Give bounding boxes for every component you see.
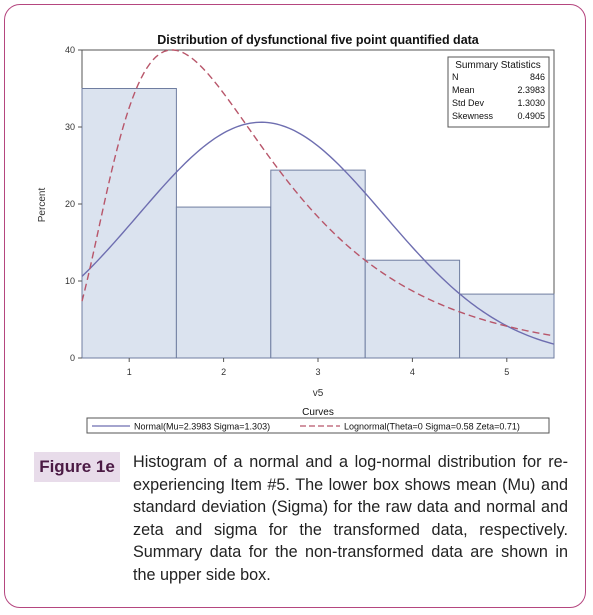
histogram-bar-4 xyxy=(364,259,461,359)
y-tick-label: 10 xyxy=(65,276,75,286)
summary-value-stddev: 1.3030 xyxy=(517,98,545,108)
x-tick-label: 3 xyxy=(315,367,320,377)
summary-label-stddev: Std Dev xyxy=(452,98,485,108)
legend-title: Curves xyxy=(302,407,334,418)
density-curves xyxy=(81,49,555,345)
summary-statistics-box: Summary Statistics N 846 Mean 2.3983 Std… xyxy=(447,56,550,128)
summary-label-mean: Mean xyxy=(452,85,475,95)
summary-label-skewness: Skewness xyxy=(452,111,494,121)
x-tick-label: 5 xyxy=(504,367,509,377)
histogram-bar-2 xyxy=(175,206,272,359)
y-tick-label: 40 xyxy=(65,45,75,55)
x-axis: 1 2 3 4 5 xyxy=(127,358,509,377)
figure-label: Figure 1e xyxy=(34,452,120,482)
x-tick-label: 4 xyxy=(410,367,415,377)
histogram-bar-1 xyxy=(81,88,177,359)
legend-normal-label: Normal(Mu=2.3983 Sigma=1.303) xyxy=(134,422,270,432)
figure-caption: Histogram of a normal and a log-normal d… xyxy=(133,453,568,584)
y-tick-label: 0 xyxy=(70,353,75,363)
y-tick-label: 30 xyxy=(65,122,75,132)
histogram-chart: Distribution of dysfunctional five point… xyxy=(37,33,555,434)
curves-legend: Curves Normal(Mu=2.3983 Sigma=1.303) Log… xyxy=(86,407,550,434)
chart-title: Distribution of dysfunctional five point… xyxy=(157,33,480,47)
y-tick-label: 20 xyxy=(65,199,75,209)
lognormal-curve xyxy=(81,49,555,337)
x-tick-label: 2 xyxy=(221,367,226,377)
x-tick-label: 1 xyxy=(127,367,132,377)
summary-value-mean: 2.3983 xyxy=(517,85,545,95)
summary-title: Summary Statistics xyxy=(455,60,541,71)
summary-label-n: N xyxy=(452,72,459,82)
y-axis-label: Percent xyxy=(37,188,48,223)
histogram-bar-3 xyxy=(270,169,366,359)
histogram-bars xyxy=(81,88,555,359)
legend-lognormal-label: Lognormal(Theta=0 Sigma=0.58 Zeta=0.71) xyxy=(344,422,520,432)
summary-value-skewness: 0.4905 xyxy=(517,111,545,121)
summary-value-n: 846 xyxy=(530,72,545,82)
normal-curve xyxy=(81,121,555,345)
x-axis-label: v5 xyxy=(313,388,324,399)
y-axis: 0 10 20 30 40 xyxy=(65,45,82,363)
